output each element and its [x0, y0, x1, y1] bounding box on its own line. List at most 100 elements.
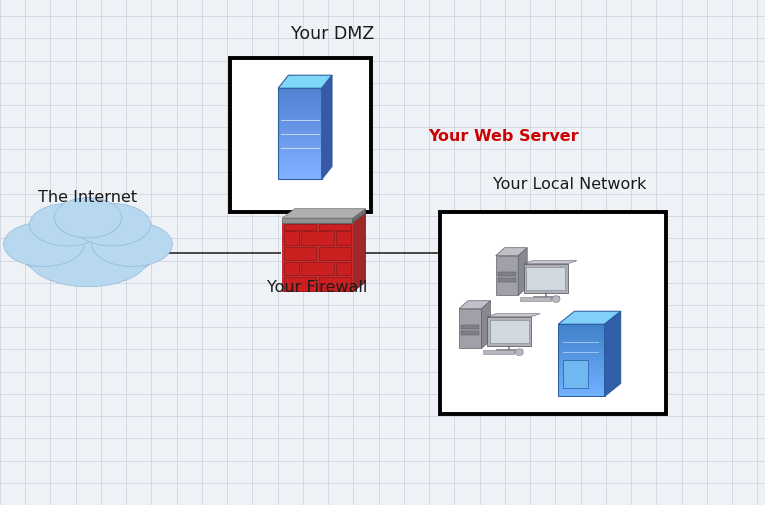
Text: The Internet: The Internet	[38, 189, 138, 205]
Bar	[284, 224, 316, 229]
Bar	[558, 389, 604, 393]
Bar	[278, 148, 322, 152]
Bar	[558, 324, 604, 396]
Bar	[278, 136, 322, 140]
Bar	[558, 371, 604, 375]
Bar	[498, 272, 516, 276]
Polygon shape	[524, 261, 577, 264]
Bar	[490, 320, 529, 343]
Bar	[524, 264, 568, 293]
Ellipse shape	[54, 197, 122, 238]
Bar	[483, 350, 514, 355]
Bar	[459, 309, 481, 348]
Polygon shape	[278, 75, 332, 88]
Ellipse shape	[516, 349, 523, 356]
Bar	[278, 158, 322, 161]
Bar	[496, 256, 518, 295]
Bar	[526, 267, 565, 290]
Bar	[278, 173, 322, 176]
Bar	[319, 277, 351, 291]
Polygon shape	[487, 314, 540, 317]
Bar	[278, 176, 322, 179]
Bar	[558, 381, 604, 386]
Bar	[278, 145, 322, 149]
Polygon shape	[321, 75, 332, 179]
Bar	[278, 91, 322, 94]
Bar	[278, 97, 322, 100]
Bar	[319, 224, 351, 229]
Bar	[278, 106, 322, 110]
Bar	[278, 118, 322, 122]
Bar	[558, 385, 604, 389]
Bar	[278, 109, 322, 113]
Bar	[558, 356, 604, 361]
Polygon shape	[558, 311, 620, 324]
Bar	[496, 349, 522, 352]
Ellipse shape	[4, 222, 84, 267]
Bar	[558, 338, 604, 342]
Bar	[278, 88, 322, 91]
Bar	[284, 277, 316, 291]
Bar	[558, 374, 604, 378]
Bar	[461, 331, 479, 334]
Ellipse shape	[73, 204, 151, 246]
Text: Your DMZ: Your DMZ	[291, 25, 374, 43]
Bar	[278, 100, 322, 104]
Bar	[301, 262, 334, 275]
Polygon shape	[353, 209, 366, 223]
Bar	[520, 297, 551, 301]
Text: Your Firewall: Your Firewall	[267, 280, 368, 295]
Text: Your Local Network: Your Local Network	[493, 177, 646, 192]
Bar	[337, 231, 351, 245]
Polygon shape	[518, 248, 527, 295]
Bar	[278, 88, 322, 179]
Bar	[278, 115, 322, 119]
Bar	[278, 127, 322, 131]
Bar	[498, 278, 516, 281]
Polygon shape	[353, 210, 366, 292]
Bar	[558, 349, 604, 353]
Text: Your Web Server: Your Web Server	[428, 129, 579, 144]
Ellipse shape	[29, 204, 106, 246]
Bar	[284, 246, 316, 260]
Bar	[278, 170, 322, 173]
Polygon shape	[282, 209, 366, 218]
Bar	[278, 164, 322, 167]
Bar	[461, 325, 479, 329]
Polygon shape	[459, 301, 490, 309]
Bar	[558, 378, 604, 382]
Bar	[337, 262, 351, 275]
Bar	[278, 94, 322, 97]
Bar	[230, 58, 371, 212]
Bar	[284, 231, 298, 245]
Bar	[558, 324, 604, 328]
Bar	[558, 367, 604, 371]
Bar	[278, 139, 322, 143]
Bar	[558, 360, 604, 364]
Ellipse shape	[28, 228, 148, 287]
Bar	[558, 334, 604, 339]
Bar	[278, 130, 322, 134]
Bar	[278, 152, 322, 155]
Bar	[278, 161, 322, 164]
Bar	[558, 364, 604, 368]
Bar	[532, 296, 559, 299]
Bar	[563, 360, 588, 388]
Bar	[558, 327, 604, 331]
Bar	[278, 155, 322, 158]
Bar	[319, 246, 351, 260]
Bar	[301, 231, 334, 245]
Bar	[278, 124, 322, 128]
Bar	[278, 167, 322, 170]
Polygon shape	[496, 248, 527, 256]
Ellipse shape	[26, 247, 150, 276]
Ellipse shape	[92, 222, 172, 267]
Bar	[558, 352, 604, 357]
Polygon shape	[604, 311, 620, 396]
Bar	[558, 392, 604, 396]
Bar	[558, 342, 604, 346]
Bar	[278, 112, 322, 116]
Bar	[278, 103, 322, 107]
Ellipse shape	[552, 296, 560, 302]
Bar	[558, 331, 604, 335]
